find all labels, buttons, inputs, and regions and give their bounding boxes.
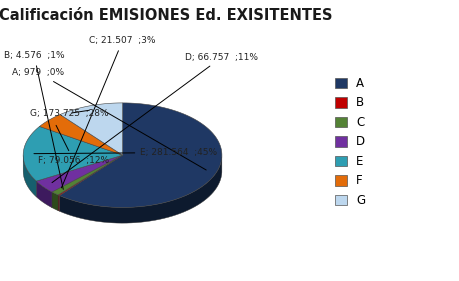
Text: G; 173.725  ;28%: G; 173.725 ;28% xyxy=(30,109,108,118)
Legend: A, B, C, D, E, F, G: A, B, C, D, E, F, G xyxy=(334,77,364,207)
Polygon shape xyxy=(60,103,122,155)
Polygon shape xyxy=(23,155,36,197)
Polygon shape xyxy=(23,126,122,181)
Text: B; 4.576  ;1%: B; 4.576 ;1% xyxy=(4,51,64,189)
Text: A; 979  ;0%: A; 979 ;0% xyxy=(12,68,206,170)
Polygon shape xyxy=(52,192,58,211)
Text: F; 79.056  ;12%: F; 79.056 ;12% xyxy=(38,125,109,165)
Text: C; 21.507  ;3%: C; 21.507 ;3% xyxy=(62,37,156,188)
Polygon shape xyxy=(58,195,59,211)
Polygon shape xyxy=(58,155,122,196)
Text: E; 281.564  ;45%: E; 281.564 ;45% xyxy=(34,148,217,157)
Polygon shape xyxy=(39,115,122,155)
Polygon shape xyxy=(52,155,122,195)
Polygon shape xyxy=(36,155,122,192)
Polygon shape xyxy=(59,103,221,207)
Text: Calificación EMISIONES Ed. EXISITENTES: Calificación EMISIONES Ed. EXISITENTES xyxy=(0,8,331,23)
Polygon shape xyxy=(36,181,52,208)
Polygon shape xyxy=(59,157,221,223)
Text: D; 66.757  ;11%: D; 66.757 ;11% xyxy=(52,53,258,183)
